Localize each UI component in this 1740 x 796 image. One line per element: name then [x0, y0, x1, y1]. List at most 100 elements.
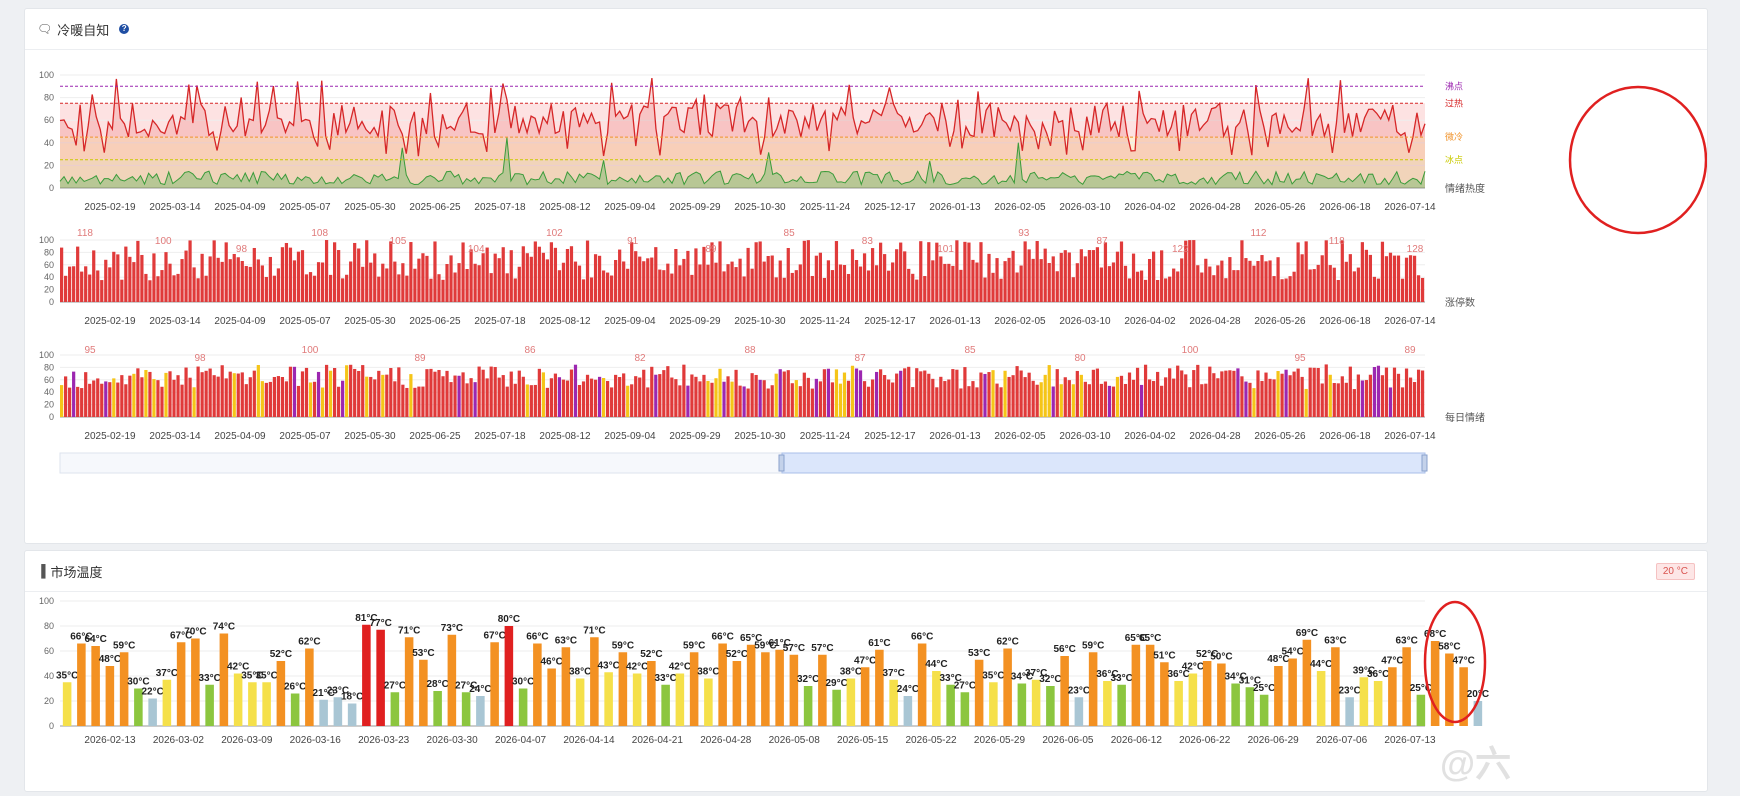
- x-tick-label: 2025-09-04: [604, 202, 656, 213]
- bar: [1015, 366, 1019, 417]
- temperature-label: 33°C: [1110, 673, 1132, 684]
- bar: [614, 259, 618, 302]
- temperature-label: 53°C: [412, 648, 434, 659]
- temperature-label: 42°C: [669, 662, 691, 673]
- temperature-bar: [1103, 681, 1112, 726]
- bar: [477, 265, 481, 302]
- bar: [1079, 374, 1083, 417]
- bar: [180, 259, 184, 302]
- bar: [1095, 247, 1100, 302]
- bar: [465, 383, 469, 417]
- bar: [658, 374, 662, 417]
- temperature-bar: [547, 668, 556, 726]
- bar: [1356, 267, 1360, 302]
- bar: [1392, 255, 1397, 302]
- temperature-label: 64°C: [84, 634, 106, 645]
- help-icon[interactable]: ?: [119, 24, 130, 34]
- bar: [413, 268, 417, 302]
- temperature-bar: [77, 643, 86, 726]
- temperature-bar: [1117, 684, 1126, 726]
- bar: [1396, 373, 1401, 417]
- bar: [1135, 367, 1140, 417]
- bar: [341, 380, 345, 417]
- temperature-bar: [1302, 639, 1312, 726]
- bar: [553, 247, 558, 302]
- bar: [806, 240, 810, 302]
- bar: [870, 379, 875, 417]
- bar: [565, 380, 570, 417]
- bar: [393, 381, 397, 417]
- bar: [577, 384, 582, 417]
- bar: [1328, 374, 1332, 417]
- x-tick-label: 2025-09-04: [604, 316, 656, 327]
- bar: [1348, 366, 1352, 417]
- temperature-label: 52°C: [640, 649, 662, 660]
- bar: [505, 386, 509, 417]
- bar: [666, 366, 670, 417]
- temperature-bar: [1402, 647, 1411, 726]
- bar: [92, 380, 96, 417]
- bar: [124, 384, 128, 417]
- bar: [754, 242, 758, 302]
- temperature-bar: [1060, 656, 1069, 726]
- bar: [879, 242, 883, 302]
- bar: [1220, 371, 1224, 417]
- bar: [256, 259, 260, 302]
- bar: [1019, 370, 1023, 417]
- bar: [710, 242, 714, 302]
- temperature-label: 63°C: [1395, 635, 1417, 646]
- bar: [1119, 241, 1124, 302]
- bar: [1272, 379, 1276, 417]
- bar: [939, 376, 943, 417]
- market-temperature-header: ▐ 市场温度: [25, 551, 1707, 592]
- bar: [1184, 240, 1188, 302]
- x-tick-label: 2025-09-29: [669, 431, 721, 442]
- x-tick-label: 2025-08-12: [539, 202, 591, 213]
- bar: [1356, 374, 1360, 417]
- data-label: 118: [77, 228, 93, 239]
- temperature-label: 66°C: [70, 632, 92, 643]
- bar: [441, 279, 445, 302]
- bar: [1340, 376, 1344, 417]
- bar: [108, 382, 112, 417]
- bar: [834, 369, 839, 417]
- temperature-bar: [561, 647, 571, 726]
- bar: [891, 382, 895, 417]
- temperature-label: 39°C: [1353, 665, 1375, 676]
- data-label: 89: [1404, 345, 1416, 356]
- bar: [983, 373, 987, 417]
- temperature-bar: [1217, 663, 1226, 726]
- bar: [1119, 375, 1124, 417]
- temperature-bar: [704, 678, 713, 726]
- y-tick-label: 80: [44, 93, 54, 103]
- bar: [172, 379, 176, 417]
- bar: [923, 370, 927, 417]
- bar: [1236, 368, 1240, 417]
- bar: [212, 375, 216, 417]
- bar: [1051, 386, 1055, 417]
- bar: [1027, 249, 1031, 302]
- bar: [1111, 386, 1116, 417]
- bar: [1416, 275, 1421, 302]
- temperature-label: 59°C: [1082, 640, 1104, 651]
- temperature-bar: [974, 659, 984, 726]
- bar: [417, 258, 421, 302]
- bar: [509, 371, 513, 417]
- bar: [80, 388, 84, 417]
- bar: [1192, 240, 1196, 302]
- temperature-label: 66°C: [911, 632, 933, 643]
- bar: [276, 376, 281, 417]
- bar: [385, 268, 389, 302]
- temperature-label: 80°C: [498, 614, 520, 625]
- bar: [433, 371, 437, 417]
- bar: [68, 387, 72, 417]
- x-tick-label: 2025-07-18: [474, 431, 526, 442]
- x-tick-label: 2026-03-23: [358, 735, 410, 746]
- bar: [638, 256, 642, 302]
- bar: [786, 370, 790, 417]
- bar: [754, 374, 758, 417]
- bar: [895, 249, 899, 302]
- bar: [1264, 372, 1268, 417]
- temperature-bar: [319, 699, 328, 726]
- temperature-bar: [718, 643, 727, 726]
